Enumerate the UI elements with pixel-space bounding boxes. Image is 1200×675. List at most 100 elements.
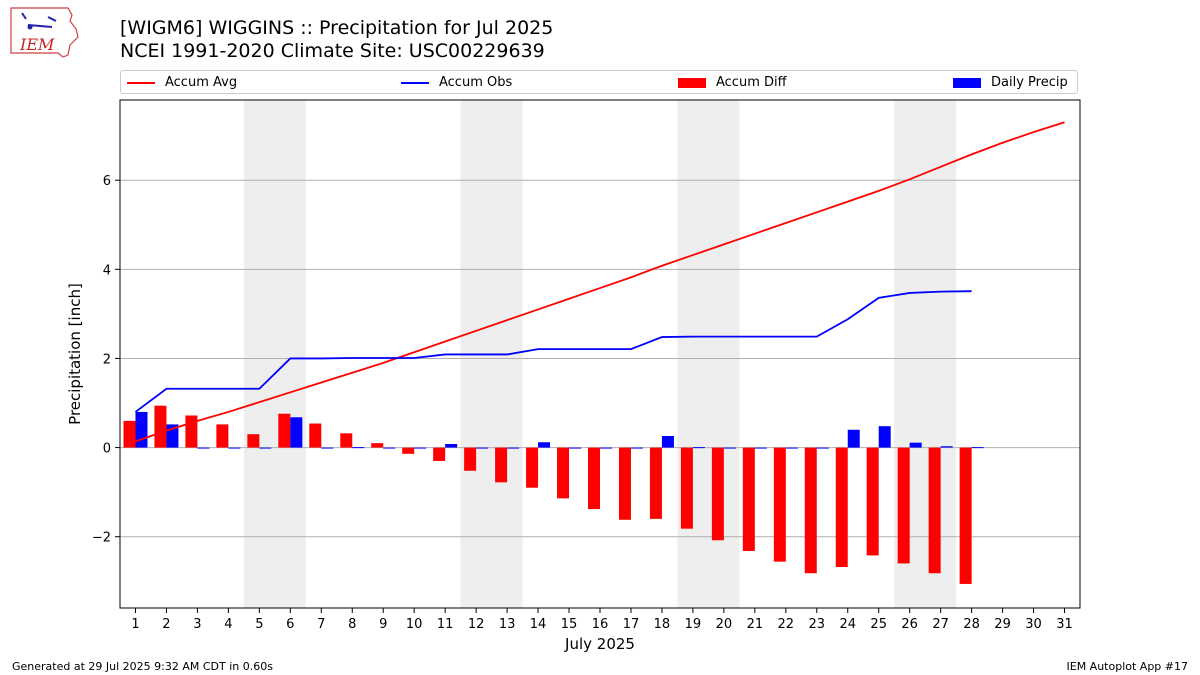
chart-title: [WIGM6] WIGGINS :: Precipitation for Jul…: [120, 17, 554, 39]
accum-diff-bar-3: [185, 415, 198, 448]
accum-diff-bar-16: [588, 447, 600, 510]
legend: Accum Avg Accum Obs Accum Diff Daily Pre…: [120, 70, 1078, 94]
daily-precip-bar-17: [630, 447, 643, 449]
xtick-label-14: 14: [530, 617, 547, 632]
legend-item-accum-diff: Accum Diff: [678, 74, 787, 92]
xtick-label-23: 23: [809, 617, 826, 632]
daily-precip-bar-24: [847, 429, 860, 448]
accum-diff-bar-14: [526, 447, 539, 488]
xtick-label-4: 4: [224, 617, 232, 632]
chart-subtitle: NCEI 1991-2020 Climate Site: USC00229639: [120, 40, 545, 62]
y-axis-label: Precipitation [inch]: [66, 283, 84, 425]
accum-diff-bar-11: [433, 447, 446, 461]
daily-precip-bar-16: [600, 447, 612, 449]
accum-diff-bar-10: [402, 447, 415, 454]
accum-avg-line: [135, 121, 1065, 443]
accum-obs-line: [134, 290, 972, 413]
xtick-label-19: 19: [685, 617, 702, 632]
footer-generated: Generated at 29 Jul 2025 9:32 AM CDT in …: [12, 660, 273, 673]
daily-precip-bar-27: [940, 446, 953, 448]
accum-diff-bar-9: [371, 443, 384, 448]
daily-precip-bar-14: [538, 442, 551, 448]
accum-diff-bar-18: [649, 447, 662, 519]
xtick-label-22: 22: [778, 617, 795, 632]
xtick-label-30: 30: [1025, 617, 1042, 632]
xtick-label-28: 28: [963, 617, 980, 632]
xtick-label-2: 2: [162, 617, 170, 632]
accum-diff-bar-1: [123, 420, 136, 448]
xtick-label-26: 26: [901, 617, 918, 632]
footer-app: IEM Autoplot App #17: [1066, 660, 1189, 673]
daily-precip-bar-12: [476, 447, 489, 449]
ytick-label-0: −2: [92, 531, 111, 546]
legend-label-daily-precip: Daily Precip: [991, 75, 1068, 90]
accum-diff-bar-15: [557, 447, 570, 499]
xtick-label-7: 7: [317, 617, 325, 632]
daily-precip-bar-15: [569, 447, 582, 449]
daily-precip-bar-7: [321, 447, 334, 449]
daily-precip-bar-3: [197, 447, 210, 449]
legend-item-daily-precip: Daily Precip: [953, 74, 1068, 92]
accum-diff-bar-2: [154, 405, 167, 448]
daily-precip-bar-22: [785, 447, 798, 449]
accum-diff-bar-24: [835, 447, 848, 568]
daily-precip-bar-11: [445, 444, 458, 448]
daily-precip-bar-26: [909, 442, 922, 448]
daily-precip-bar-4: [228, 447, 241, 449]
xtick-label-24: 24: [839, 617, 856, 632]
daily-precip-bar-25: [878, 426, 891, 448]
daily-precip-bar-28: [971, 447, 984, 449]
xtick-label-25: 25: [870, 617, 887, 632]
xtick-label-10: 10: [406, 617, 423, 632]
legend-label-accum-avg: Accum Avg: [165, 75, 238, 90]
xtick-label-15: 15: [561, 617, 578, 632]
weather-symbols-icon: [21, 12, 57, 28]
xtick-label-5: 5: [255, 617, 263, 632]
xtick-label-16: 16: [592, 617, 609, 632]
daily-precip-bar-18: [661, 435, 674, 448]
accum-diff-bar-4: [216, 424, 229, 448]
daily-precip-bar-13: [507, 447, 520, 449]
legend-label-accum-diff: Accum Diff: [716, 75, 787, 90]
accum-diff-bar-22: [773, 447, 786, 562]
daily-precip-bar-1: [135, 411, 148, 448]
legend-label-accum-obs: Accum Obs: [439, 75, 513, 90]
xtick-label-18: 18: [654, 617, 671, 632]
accum-diff-bar-7: [309, 423, 322, 448]
weekend-band-3: [677, 100, 740, 608]
iowa-outline-icon: [10, 7, 79, 58]
accum-diff-bar-5: [247, 434, 260, 448]
xtick-label-21: 21: [747, 617, 764, 632]
xtick-label-6: 6: [286, 617, 294, 632]
accum-diff-bar-21: [742, 447, 755, 551]
xtick-label-8: 8: [348, 617, 356, 632]
daily-precip-bar-5: [259, 447, 272, 449]
accum-diff-bar-12: [464, 447, 477, 471]
legend-item-accum-avg: Accum Avg: [127, 74, 237, 92]
daily-precip-bar-6: [290, 417, 303, 448]
accum-diff-bar-20: [711, 447, 724, 541]
accum-diff-bar-17: [618, 447, 631, 520]
legend-swatch-accum-avg: [127, 81, 155, 84]
iem-logo: IEM: [10, 7, 79, 58]
x-axis-label: July 2025: [564, 635, 635, 653]
accum-diff-bar-26: [897, 447, 910, 564]
accum-diff-bar-13: [495, 447, 508, 483]
xtick-label-13: 13: [499, 617, 516, 632]
legend-swatch-daily-precip: [953, 77, 981, 88]
legend-swatch-accum-diff: [678, 77, 706, 88]
xtick-label-31: 31: [1056, 617, 1073, 632]
daily-precip-bar-21: [754, 447, 767, 449]
xtick-label-20: 20: [716, 617, 733, 632]
daily-precip-bar-9: [383, 447, 396, 449]
legend-swatch-accum-obs: [401, 81, 429, 84]
ytick-label-4: 6: [103, 174, 111, 189]
daily-precip-bar-10: [414, 447, 427, 449]
accum-diff-bar-8: [340, 433, 353, 448]
accum-diff-bar-23: [804, 447, 817, 574]
daily-precip-bar-19: [692, 447, 705, 449]
ytick-label-2: 2: [103, 352, 111, 367]
daily-precip-bar-8: [352, 447, 365, 449]
xtick-label-11: 11: [437, 617, 454, 632]
